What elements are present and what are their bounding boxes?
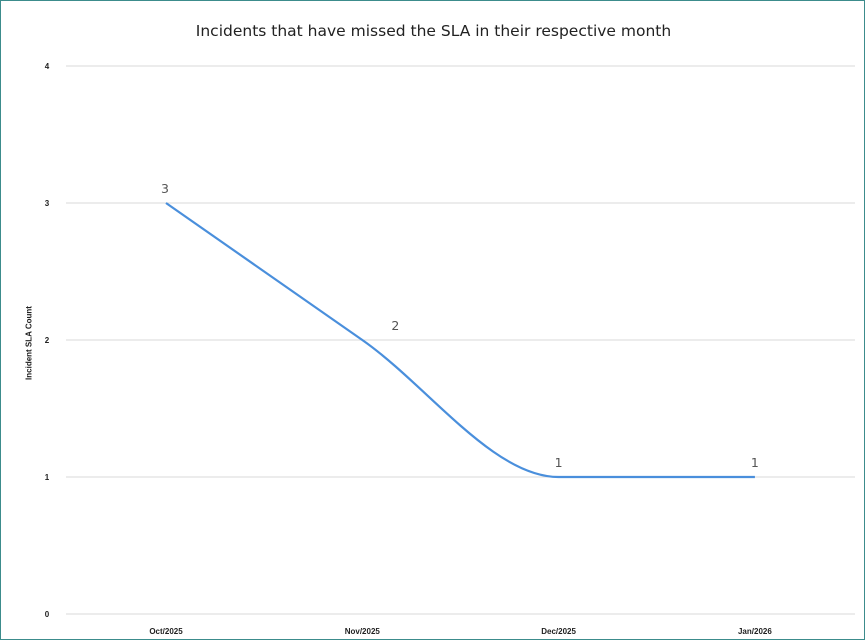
y-tick-label: 4 (45, 62, 50, 71)
data-label: 1 (555, 455, 563, 470)
y-tick-label: 2 (45, 336, 50, 345)
x-tick-label: Jan/2026 (738, 627, 772, 636)
x-tick-label: Oct/2025 (149, 627, 183, 636)
series-line (165, 202, 755, 479)
chart-title: Incidents that have missed the SLA in th… (195, 22, 672, 40)
y-tick-label: 0 (45, 610, 50, 619)
data-label: 2 (391, 318, 399, 333)
data-label: 3 (161, 181, 169, 196)
y-tick-label: 3 (45, 199, 50, 208)
y-tick-label: 1 (45, 473, 50, 482)
x-tick-label: Nov/2025 (345, 627, 381, 636)
data-label: 1 (751, 455, 759, 470)
x-tick-label: Dec/2025 (541, 627, 576, 636)
